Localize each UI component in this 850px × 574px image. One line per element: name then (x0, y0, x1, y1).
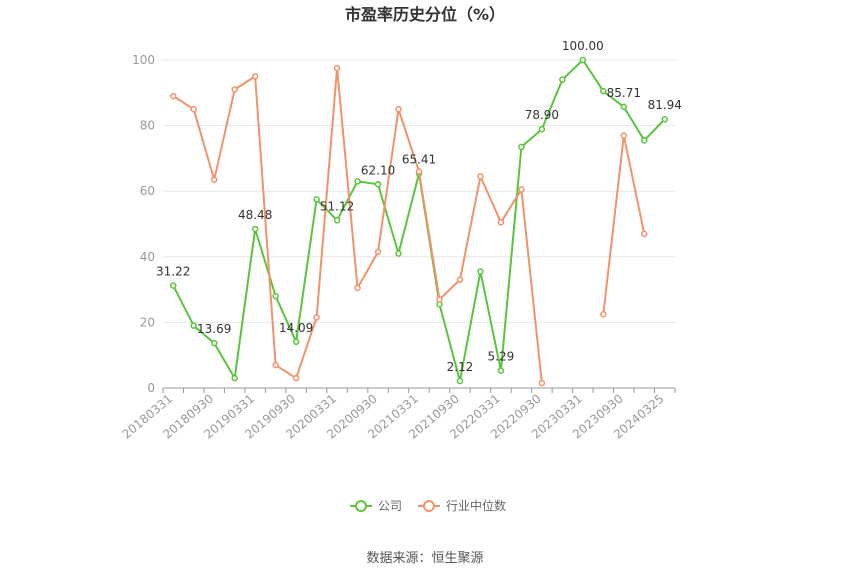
legend-item[interactable]: 公司 (350, 499, 402, 513)
y-tick-label: 0 (147, 381, 155, 395)
data-point (231, 374, 238, 382)
data-point (641, 230, 648, 238)
legend-label: 行业中位数 (446, 498, 506, 513)
data-label: 31.22 (156, 265, 190, 279)
y-tick-label: 20 (140, 315, 155, 329)
data-point (313, 314, 320, 321)
data-point (395, 250, 402, 257)
data-point (190, 322, 197, 329)
data-point (538, 125, 546, 133)
y-tick-label: 40 (140, 250, 155, 264)
data-label: 85.71 (607, 86, 641, 100)
data-label: 2.12 (447, 360, 474, 374)
data-point (620, 132, 628, 139)
data-point (641, 137, 648, 144)
data-label: 62.10 (361, 163, 395, 177)
data-point (169, 92, 177, 100)
data-label: 81.94 (648, 98, 682, 112)
data-point (477, 268, 484, 275)
data-labels: 31.22 13.69 48.48 14.09 51.12 62.10 65.41 2.12 5… (156, 39, 682, 374)
grid-lines (163, 59, 675, 323)
data-point (395, 105, 402, 113)
data-point (661, 115, 669, 123)
data-label: 5.29 (488, 350, 515, 364)
legend[interactable]: 公司 行业中位数 (350, 498, 506, 513)
data-point (313, 196, 320, 203)
source-note: 数据来源：恒生聚源 (366, 551, 483, 566)
chart-title: 市盈率历史分位（%） (345, 5, 505, 24)
legend-label: 公司 (378, 499, 402, 513)
data-point (231, 86, 238, 93)
data-label: 48.48 (238, 208, 272, 222)
data-label: 14.09 (279, 321, 313, 335)
data-point (518, 186, 525, 193)
series-group (169, 64, 648, 387)
legend-marker (355, 500, 367, 512)
data-point (436, 296, 443, 303)
data-point (518, 143, 525, 151)
data-point (210, 339, 218, 347)
series-line (602, 134, 646, 315)
data-point (251, 225, 259, 233)
data-point (559, 76, 566, 83)
y-tick-label: 100 (132, 53, 155, 67)
data-point (477, 173, 484, 180)
data-point (538, 379, 546, 387)
data-point (497, 367, 505, 374)
series-layer (169, 56, 669, 387)
data-point (579, 56, 587, 64)
data-point (374, 248, 382, 256)
y-tick-label: 60 (140, 184, 155, 198)
data-label: 100.00 (562, 39, 604, 53)
data-point (169, 282, 177, 289)
data-point (620, 103, 628, 111)
data-point (354, 284, 361, 292)
data-point (374, 181, 382, 188)
data-point (190, 105, 197, 113)
data-point (497, 219, 505, 226)
data-point (456, 276, 464, 284)
y-tick-label: 80 (140, 119, 155, 133)
data-point (600, 87, 607, 95)
data-point (354, 178, 361, 185)
data-point (251, 73, 259, 80)
data-label: 13.69 (197, 322, 231, 336)
data-label: 78.90 (525, 108, 559, 122)
data-point (210, 176, 218, 183)
data-point (333, 217, 341, 224)
data-point (292, 374, 300, 382)
data-label: 65.41 (402, 152, 436, 166)
data-point (456, 377, 464, 385)
data-point (292, 338, 300, 346)
legend-item[interactable]: 行业中位数 (418, 498, 506, 513)
data-point (600, 310, 607, 318)
data-point (333, 64, 341, 72)
data-point (272, 292, 279, 300)
data-point (272, 361, 279, 369)
data-point (415, 168, 423, 175)
data-label: 51.12 (320, 199, 354, 213)
legend-marker (423, 500, 435, 512)
